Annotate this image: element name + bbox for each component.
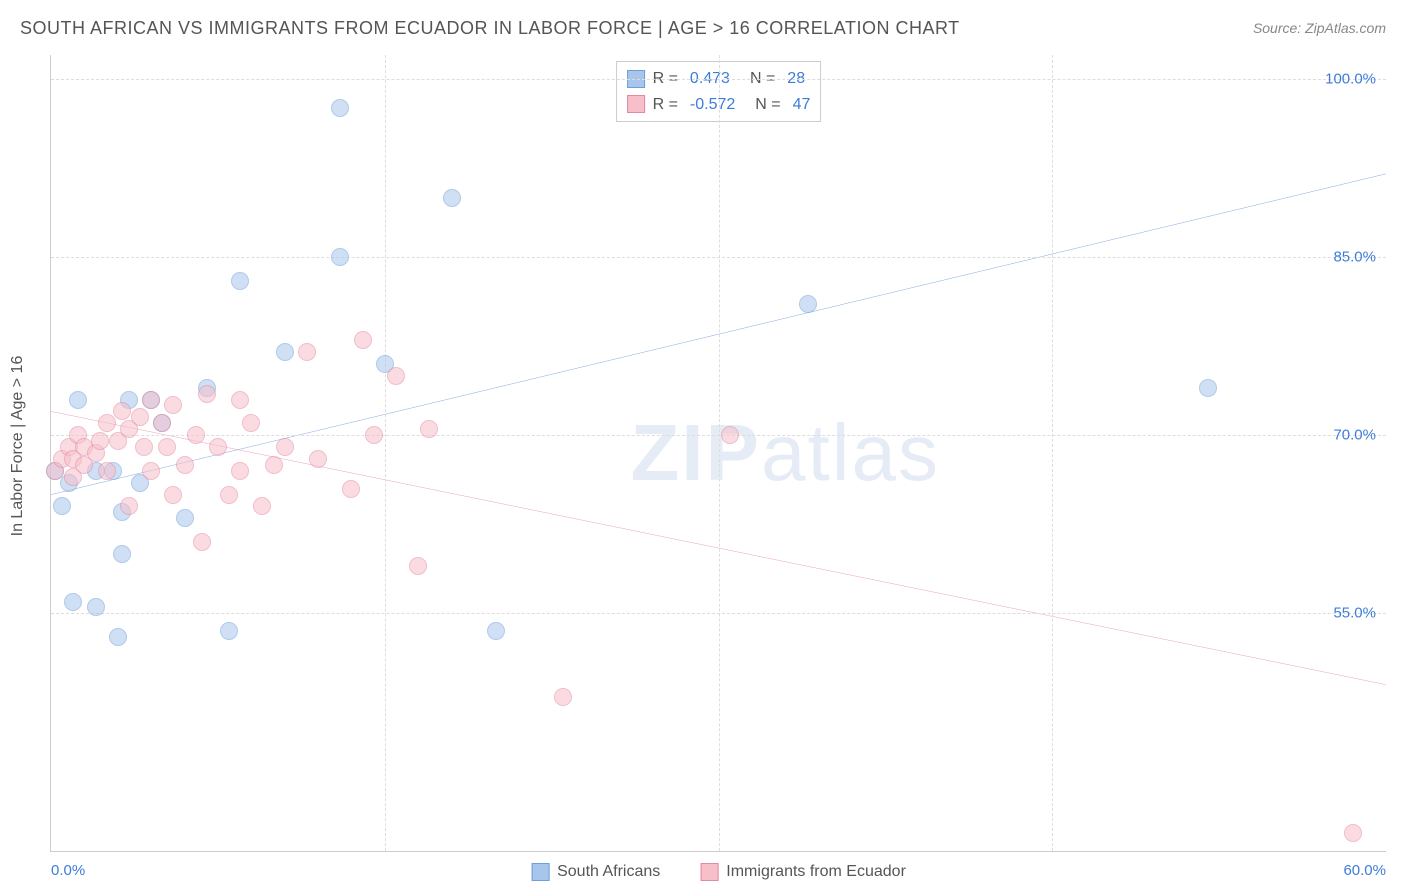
data-point xyxy=(387,367,405,385)
data-point xyxy=(176,509,194,527)
data-point xyxy=(209,438,227,456)
data-point xyxy=(187,426,205,444)
data-point xyxy=(276,343,294,361)
y-tick-label: 70.0% xyxy=(1333,427,1376,444)
data-point xyxy=(443,189,461,207)
data-point xyxy=(113,402,131,420)
gridline-v xyxy=(719,55,720,851)
gridline-v xyxy=(1052,55,1053,851)
data-point xyxy=(242,414,260,432)
legend-item-ecuador: Immigrants from Ecuador xyxy=(700,863,906,881)
data-point xyxy=(198,385,216,403)
data-point xyxy=(487,622,505,640)
data-point xyxy=(365,426,383,444)
data-point xyxy=(87,598,105,616)
data-point xyxy=(298,343,316,361)
data-point xyxy=(142,462,160,480)
data-point xyxy=(231,272,249,290)
data-point xyxy=(193,533,211,551)
data-point xyxy=(142,391,160,409)
data-point xyxy=(554,688,572,706)
swatch-ecuador xyxy=(627,95,645,113)
data-point xyxy=(253,497,271,515)
x-tick-label: 60.0% xyxy=(1343,862,1386,879)
data-point xyxy=(109,628,127,646)
data-point xyxy=(331,248,349,266)
chart-title: SOUTH AFRICAN VS IMMIGRANTS FROM ECUADOR… xyxy=(20,18,960,39)
y-tick-label: 85.0% xyxy=(1333,248,1376,265)
data-point xyxy=(799,295,817,313)
series-legend: South Africans Immigrants from Ecuador xyxy=(531,863,906,881)
data-point xyxy=(98,414,116,432)
data-point xyxy=(220,486,238,504)
r-value-2: -0.572 xyxy=(690,92,735,118)
n-label: N = xyxy=(755,92,780,118)
data-point xyxy=(265,456,283,474)
legend-item-south-africans: South Africans xyxy=(531,863,660,881)
data-point xyxy=(1199,379,1217,397)
x-tick-label: 0.0% xyxy=(51,862,85,879)
data-point xyxy=(69,391,87,409)
data-point xyxy=(342,480,360,498)
data-point xyxy=(64,593,82,611)
data-point xyxy=(420,420,438,438)
data-point xyxy=(409,557,427,575)
legend-label: South Africans xyxy=(557,863,660,881)
plot-area: ZIPatlas R = 0.473 N = 28 R = -0.572 N =… xyxy=(50,55,1386,852)
y-tick-label: 55.0% xyxy=(1333,605,1376,622)
data-point xyxy=(331,99,349,117)
y-axis-label: In Labor Force | Age > 16 xyxy=(9,356,27,537)
swatch-ecuador xyxy=(700,863,718,881)
data-point xyxy=(354,331,372,349)
data-point xyxy=(153,414,171,432)
watermark: ZIPatlas xyxy=(631,407,940,499)
y-tick-label: 100.0% xyxy=(1325,70,1376,87)
data-point xyxy=(176,456,194,474)
data-point xyxy=(120,497,138,515)
data-point xyxy=(164,486,182,504)
data-point xyxy=(53,497,71,515)
swatch-south-africans xyxy=(531,863,549,881)
n-value-2: 47 xyxy=(793,92,811,118)
legend-label: Immigrants from Ecuador xyxy=(726,863,906,881)
data-point xyxy=(231,462,249,480)
source-attribution: Source: ZipAtlas.com xyxy=(1253,20,1386,36)
data-point xyxy=(158,438,176,456)
data-point xyxy=(309,450,327,468)
data-point xyxy=(164,396,182,414)
gridline-v xyxy=(385,55,386,851)
data-point xyxy=(131,408,149,426)
data-point xyxy=(135,438,153,456)
data-point xyxy=(220,622,238,640)
data-point xyxy=(91,432,109,450)
data-point xyxy=(276,438,294,456)
data-point xyxy=(721,426,739,444)
data-point xyxy=(113,545,131,563)
r-label: R = xyxy=(653,92,678,118)
data-point xyxy=(1344,824,1362,842)
data-point xyxy=(98,462,116,480)
data-point xyxy=(231,391,249,409)
